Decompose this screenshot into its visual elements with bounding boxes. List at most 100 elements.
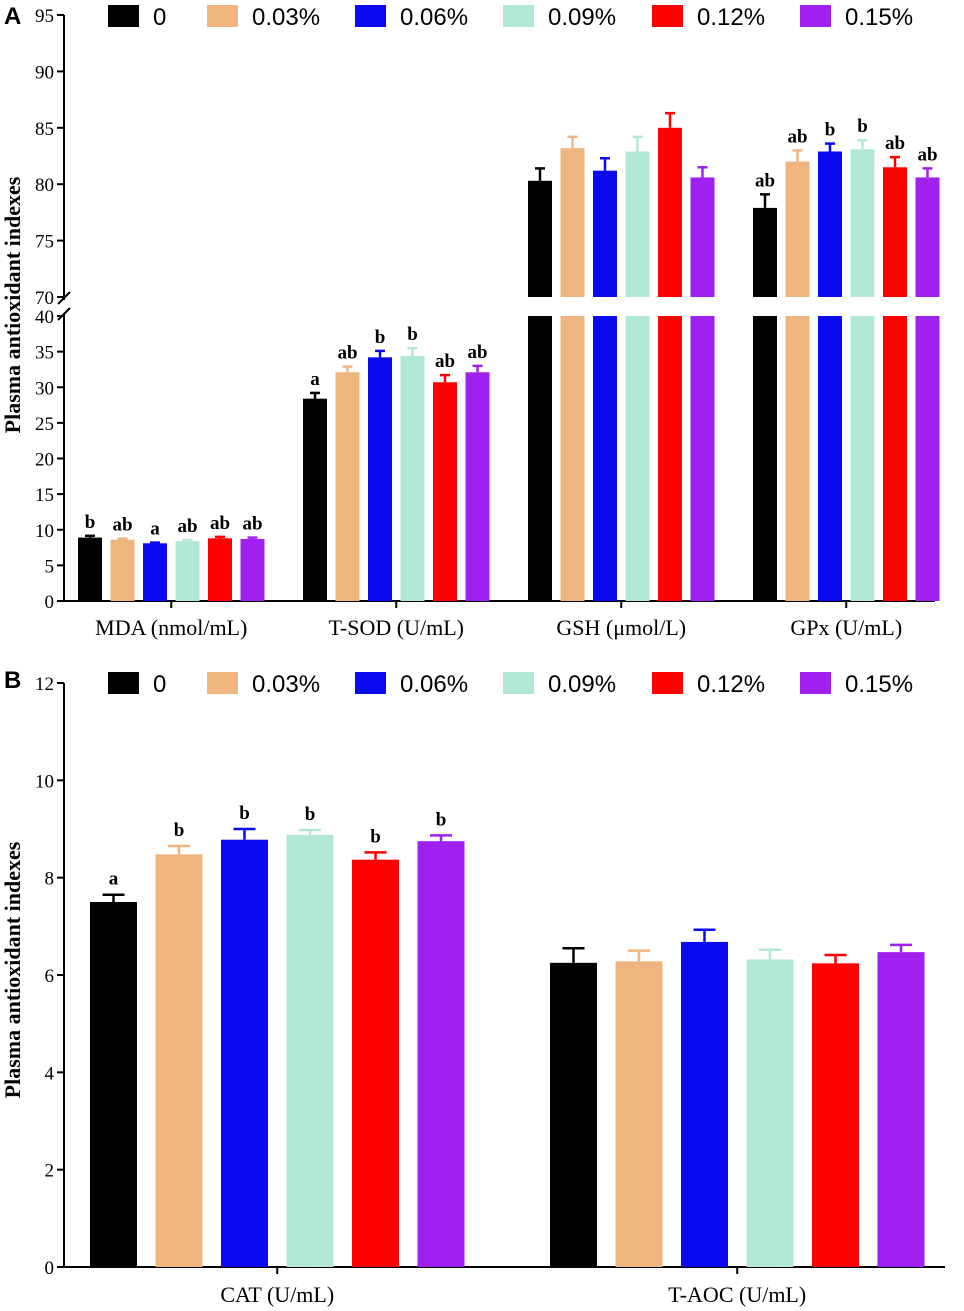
x-tick-label: T-AOC (U/mL) bbox=[668, 1282, 806, 1307]
bar-lower-segment bbox=[528, 316, 552, 601]
bar bbox=[78, 537, 102, 601]
bar bbox=[417, 841, 465, 1267]
significance-label: b bbox=[174, 820, 185, 841]
legend-swatch bbox=[800, 672, 831, 694]
y-tick-label: 6 bbox=[45, 966, 55, 987]
bar-upper-segment bbox=[593, 170, 617, 297]
bar-upper-segment bbox=[560, 148, 585, 297]
significance-label: ab bbox=[917, 144, 937, 165]
y-tick-label: 80 bbox=[35, 175, 54, 196]
bar-upper-segment bbox=[785, 161, 810, 297]
legend-swatch bbox=[355, 672, 386, 694]
significance-label: ab bbox=[885, 133, 905, 154]
y-tick-label: 8 bbox=[45, 869, 55, 890]
significance-label: ab bbox=[787, 126, 807, 147]
bar bbox=[615, 961, 663, 1267]
y-tick-label: 95 bbox=[35, 6, 54, 27]
significance-label: a bbox=[109, 869, 119, 890]
legend-label: 0.06% bbox=[400, 671, 468, 698]
legend-label: 0.03% bbox=[252, 4, 320, 31]
legend-label: 0.06% bbox=[400, 4, 468, 31]
legend-swatch bbox=[652, 5, 683, 27]
significance-label: b bbox=[436, 809, 447, 830]
bar bbox=[746, 959, 794, 1267]
bar-lower-segment bbox=[850, 316, 875, 601]
significance-label: ab bbox=[337, 343, 357, 364]
legend-label: 0.03% bbox=[252, 671, 320, 698]
y-tick-label: 75 bbox=[35, 232, 54, 253]
significance-label: ab bbox=[435, 351, 455, 372]
bar bbox=[352, 859, 399, 1267]
bar-upper-segment bbox=[818, 151, 842, 297]
bar-upper-segment bbox=[915, 177, 940, 297]
legend-label: 0.12% bbox=[697, 671, 765, 698]
y-tick-label: 4 bbox=[45, 1063, 55, 1084]
significance-label: b bbox=[407, 324, 418, 345]
y-tick-label: 0 bbox=[45, 1258, 55, 1279]
bar bbox=[877, 952, 925, 1267]
legend-label: 0 bbox=[153, 4, 166, 31]
significance-label: ab bbox=[242, 514, 262, 535]
bar bbox=[143, 543, 167, 601]
x-tick-label: T-SOD (U/mL) bbox=[329, 615, 464, 640]
x-tick-label: GPx (U/mL) bbox=[790, 615, 902, 640]
significance-label: b bbox=[305, 804, 316, 825]
significance-label: a bbox=[310, 369, 320, 390]
bar-lower-segment bbox=[915, 316, 940, 601]
legend-swatch bbox=[503, 672, 534, 694]
significance-label: b bbox=[375, 327, 386, 348]
bar bbox=[155, 854, 203, 1267]
bar-lower-segment bbox=[785, 316, 810, 601]
bar-lower-segment bbox=[560, 316, 585, 601]
bar-lower-segment bbox=[753, 316, 777, 601]
legend-swatch bbox=[108, 5, 139, 27]
bar bbox=[110, 539, 135, 601]
bar bbox=[681, 941, 728, 1267]
bar-upper-segment bbox=[690, 177, 715, 297]
legend-label: 0.09% bbox=[548, 671, 616, 698]
bar bbox=[550, 962, 597, 1267]
bar bbox=[335, 372, 360, 601]
bar-lower-segment bbox=[625, 316, 650, 601]
legend-swatch bbox=[108, 672, 139, 694]
bar-upper-segment bbox=[753, 207, 777, 297]
panel-label: B bbox=[4, 667, 21, 694]
legend-label: 0.15% bbox=[845, 671, 913, 698]
y-tick-label: 40 bbox=[35, 307, 54, 328]
bar-lower-segment bbox=[658, 316, 682, 601]
y-tick-label: 12 bbox=[35, 674, 54, 695]
significance-label: ab bbox=[177, 516, 197, 537]
significance-label: b bbox=[239, 803, 250, 824]
legend-swatch bbox=[207, 5, 238, 27]
axis-break-mark bbox=[57, 307, 71, 321]
legend-label: 0.15% bbox=[845, 4, 913, 31]
bar-lower-segment bbox=[818, 316, 842, 601]
bar bbox=[90, 902, 137, 1267]
bar bbox=[812, 963, 859, 1267]
y-tick-label: 30 bbox=[35, 378, 54, 399]
bar bbox=[240, 539, 265, 601]
legend-label: 0.12% bbox=[697, 4, 765, 31]
legend-swatch bbox=[800, 5, 831, 27]
y-tick-label: 2 bbox=[45, 1161, 55, 1182]
bar bbox=[303, 398, 327, 601]
significance-label: a bbox=[150, 519, 160, 540]
y-tick-label: 20 bbox=[35, 450, 54, 471]
bar bbox=[465, 372, 490, 601]
bar-lower-segment bbox=[593, 316, 617, 601]
y-tick-label: 10 bbox=[35, 521, 54, 542]
significance-label: b bbox=[85, 512, 96, 533]
legend-label: 0 bbox=[153, 671, 166, 698]
y-tick-label: 10 bbox=[35, 771, 54, 792]
bar bbox=[208, 538, 232, 601]
significance-label: b bbox=[825, 120, 836, 141]
legend-swatch bbox=[503, 5, 534, 27]
y-axis-title: Plasma antioxidant indexes bbox=[0, 841, 25, 1098]
y-tick-label: 70 bbox=[35, 288, 54, 309]
bar bbox=[286, 834, 334, 1267]
bar-upper-segment bbox=[883, 167, 907, 297]
significance-label: ab bbox=[112, 515, 132, 536]
bar-upper-segment bbox=[625, 151, 650, 297]
panel-label: A bbox=[4, 3, 21, 30]
